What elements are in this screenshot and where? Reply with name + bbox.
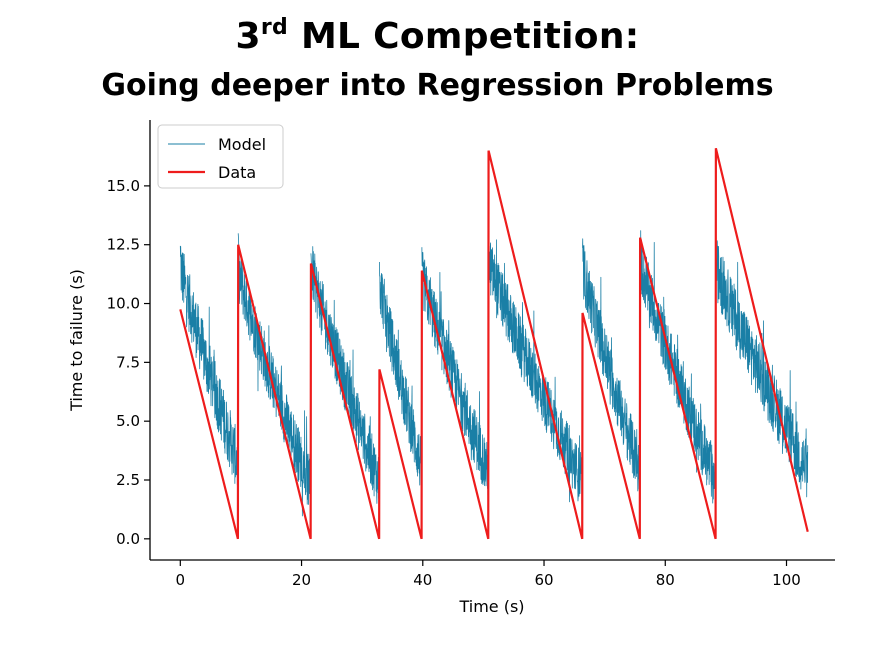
x-tick-label: 80 — [656, 571, 675, 589]
model-series-layer — [179, 230, 809, 517]
y-tick-label: 15.0 — [107, 177, 140, 195]
chart-title: 3rd ML Competition: Going deeper into Re… — [0, 14, 875, 106]
y-tick-label: 7.5 — [116, 353, 140, 371]
x-ticks: 0 20 40 60 80 100 — [176, 560, 801, 589]
title-subtitle: Going deeper into Regression Problems — [101, 68, 774, 103]
title-suffix: rd — [260, 15, 289, 40]
y-tick-label: 0.0 — [116, 530, 140, 548]
model-line-segment — [488, 239, 583, 505]
model-line-segment — [379, 261, 422, 486]
model-line-segment — [237, 233, 312, 517]
legend-model-label: Model — [218, 135, 266, 154]
y-ticks: 0.0 2.5 5.0 7.5 10.0 12.5 15.0 — [107, 177, 150, 548]
model-line-segment — [310, 246, 380, 505]
x-tick-label: 40 — [413, 571, 432, 589]
x-tick-label: 20 — [292, 571, 311, 589]
y-tick-label: 5.0 — [116, 412, 140, 430]
title-main-text: ML Competition: — [300, 16, 640, 57]
model-line-segment — [582, 238, 641, 492]
model-line-segment — [715, 240, 809, 498]
title-main: 3rd ML Competition: — [0, 14, 875, 60]
legend: Model Data — [157, 124, 284, 189]
y-tick-label: 2.5 — [116, 471, 140, 489]
model-line-segment — [179, 245, 239, 486]
model-line-segment — [421, 247, 489, 496]
data-line — [179, 147, 809, 540]
x-tick-label: 100 — [772, 571, 801, 589]
x-tick-label: 60 — [534, 571, 553, 589]
x-axis-label: Time (s) — [458, 597, 524, 616]
y-tick-label: 12.5 — [107, 236, 140, 254]
model-line-segment — [639, 230, 716, 504]
data-series-layer — [179, 147, 809, 540]
y-tick-label: 10.0 — [107, 295, 140, 313]
title-prefix: 3 — [235, 16, 261, 57]
x-tick-label: 0 — [176, 571, 186, 589]
legend-data-label: Data — [218, 163, 256, 182]
y-axis-label: Time to failure (s) — [67, 269, 86, 412]
